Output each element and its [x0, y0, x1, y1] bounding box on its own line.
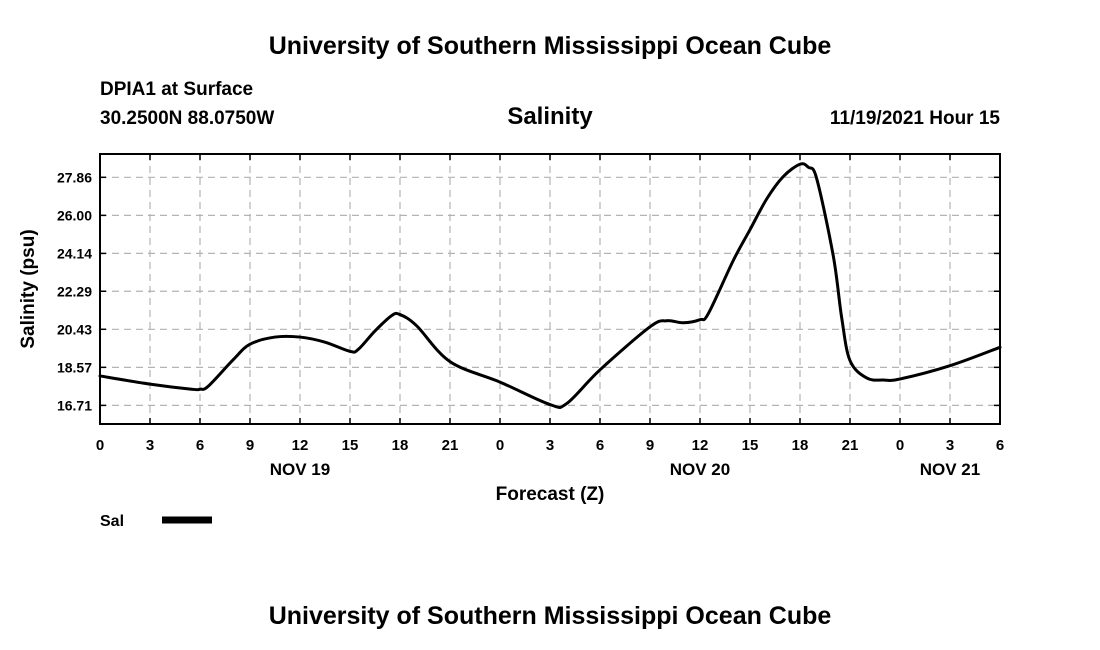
legend-label-sal: Sal [100, 513, 124, 530]
forecast-datetime: 11/19/2021 Hour 15 [830, 108, 1000, 129]
series-line-sal [98, 162, 1002, 410]
series-layer [98, 162, 1002, 410]
day-label: NOV 21 [920, 460, 980, 479]
y-axis-ticks: 16.71 18.57 20.43 22.29 24.14 26.00 27.86 [57, 169, 1000, 413]
x-tick-label: 18 [392, 437, 409, 454]
x-tick-label: 9 [646, 437, 654, 454]
x-axis-ticks: 0 3 6 9 12 15 18 21 0 3 6 9 12 15 18 21 0 3 6 [96, 154, 1004, 454]
x-tick-label: 9 [246, 437, 254, 454]
x-tick-label: 12 [292, 437, 309, 454]
x-tick-label: 21 [442, 437, 459, 454]
x-axis-title: Forecast (Z) [496, 484, 605, 505]
grid-lines [100, 154, 1000, 424]
chart-main-title: University of Southern Mississippi Ocean… [269, 32, 832, 60]
x-tick-label: 0 [96, 437, 104, 454]
x-tick-label: 12 [692, 437, 709, 454]
y-tick-label: 20.43 [57, 321, 92, 337]
x-tick-label: 6 [596, 437, 604, 454]
station-coordinates: 30.2500N 88.0750W [100, 108, 274, 129]
footer-title: University of Southern Mississippi Ocean… [269, 602, 832, 630]
y-tick-label: 22.29 [57, 283, 92, 299]
x-tick-label: 6 [196, 437, 204, 454]
day-label: NOV 20 [670, 460, 730, 479]
station-label: DPIA1 at Surface [100, 79, 253, 100]
x-tick-label: 0 [496, 437, 504, 454]
legend: Sal [100, 513, 212, 530]
chart-variable-title: Salinity [507, 103, 593, 130]
y-tick-label: 27.86 [57, 169, 92, 185]
x-tick-label: 3 [546, 437, 554, 454]
x-tick-label: 3 [946, 437, 954, 454]
x-tick-label: 15 [342, 437, 359, 454]
y-tick-label: 26.00 [57, 207, 92, 223]
x-tick-label: 3 [146, 437, 154, 454]
y-tick-label: 18.57 [57, 359, 92, 375]
x-tick-label: 18 [792, 437, 809, 454]
y-tick-label: 16.71 [57, 397, 92, 413]
x-tick-label: 0 [896, 437, 904, 454]
y-axis-title: Salinity (psu) [18, 229, 39, 348]
x-tick-label: 6 [996, 437, 1004, 454]
y-tick-label: 24.14 [57, 245, 92, 261]
x-tick-label: 21 [842, 437, 859, 454]
day-labels: NOV 19 NOV 20 NOV 21 [270, 460, 980, 479]
x-tick-label: 15 [742, 437, 759, 454]
day-label: NOV 19 [270, 460, 330, 479]
